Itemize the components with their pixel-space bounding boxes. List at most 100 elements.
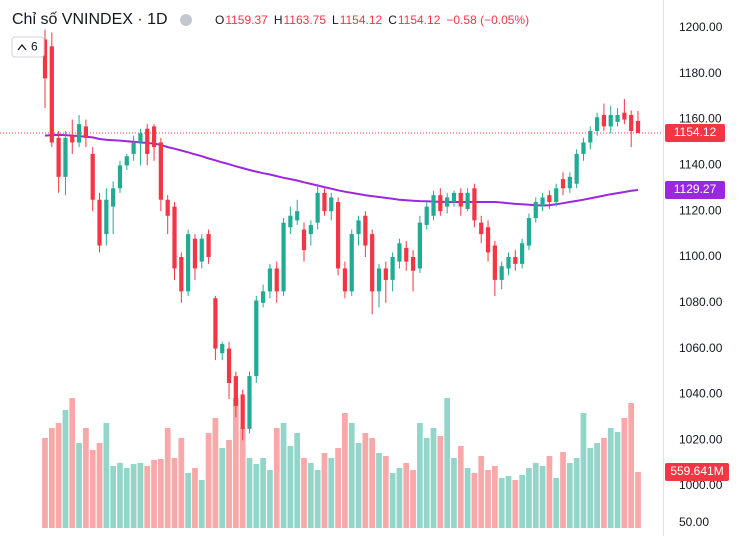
volume-bar [376,453,382,528]
candle-body [356,220,361,235]
candle-body [117,165,123,189]
candle-body [274,268,279,292]
volume-bar [96,443,103,528]
volume-bar [348,423,355,528]
candle-body [111,188,116,207]
volume-bar [246,458,253,528]
volume-bar [294,433,301,528]
volume-bar [198,480,205,528]
candle-body [233,376,238,406]
volume-bar [69,398,76,528]
volume-bar [505,476,512,528]
volume-bar [321,453,328,528]
candle-body [363,215,368,246]
volume-bar [539,466,546,528]
ohlc-value: 1159.37 [225,13,268,27]
volume-bar [451,458,457,528]
y-tick-label: 1180.00 [679,66,722,80]
candle-body [104,199,109,235]
volume-bar [103,423,110,528]
candle-body [247,376,252,429]
ohlc-letter: C [388,13,397,27]
candle-body [158,142,163,200]
volume-bar [410,470,416,528]
candle-body [288,215,293,228]
candle-body [261,291,266,303]
volume-bar [267,470,273,528]
volume-bar [48,428,55,528]
volume-bar [253,464,260,528]
candle-body [186,234,191,292]
volume-bar [301,458,307,528]
candle-body [145,128,150,154]
volume-bar [219,448,226,528]
candle-body [199,238,204,262]
volume-bar [621,418,628,528]
candle-body [410,257,416,271]
candle-body [404,247,409,262]
candle-body [267,268,273,292]
volume-bar [355,443,362,528]
volume-bar [457,446,464,528]
volume-bar [335,448,341,528]
candle-body [213,298,218,349]
candle-body [547,195,552,203]
candle-body [97,199,102,246]
volume-value-box [665,463,729,482]
volume-bar [314,470,321,528]
candle-body [349,234,354,292]
volume-bar [287,446,294,528]
candle-body [513,257,518,264]
candle-body [574,153,579,184]
volume-bar [437,436,444,528]
candle-body [397,243,402,262]
volume-bar [89,450,96,528]
volume-bar [232,398,239,528]
indicator-toggle[interactable]: 6 [11,36,45,58]
candle-body [526,218,532,246]
candle-body [622,112,627,120]
volume-bar [239,428,246,528]
volume-bar [498,478,505,528]
candle-body [615,114,620,122]
volume-bar [42,438,48,528]
candle-body [520,243,525,264]
candle-body [342,268,348,292]
candle-body [370,234,375,292]
candle-body [472,188,477,221]
volume-bar [423,438,430,528]
ma-line [44,133,639,207]
volume-bar [369,438,376,528]
volume-bar [566,463,573,528]
candle-body [308,224,313,235]
volume-bar [130,464,137,528]
candle-body [49,46,54,143]
candle-body [254,300,259,377]
volume-bar [601,438,607,528]
candle-body [301,229,307,251]
volume-bar [628,403,635,528]
candle-body [438,195,443,212]
ohlc-legend: O 1159.37 H 1163.75 L 1154.12 C 1154.12 −0.58 (−… [215,13,529,27]
candle-body [63,137,68,177]
candle-body [335,202,341,269]
volume-bar [178,438,185,528]
volume-bar [280,423,287,528]
volume-bar [144,466,151,528]
volume-bar [594,443,600,528]
candle-body [594,117,600,132]
candle-body [479,222,484,235]
candle-body [499,266,504,280]
volume-bar [519,475,525,528]
candle-body [588,131,593,143]
volume-bar [123,468,130,528]
chevron [17,43,27,51]
y-tick-label: 1100.00 [679,249,722,263]
volume-bar [526,468,532,528]
y-tick-label: 1080.00 [679,295,723,309]
ohlc-value: 1154.12 [398,13,441,27]
ohlc-letter: L [332,13,339,27]
toggle-box[interactable] [11,36,45,58]
candle-body [451,192,457,203]
